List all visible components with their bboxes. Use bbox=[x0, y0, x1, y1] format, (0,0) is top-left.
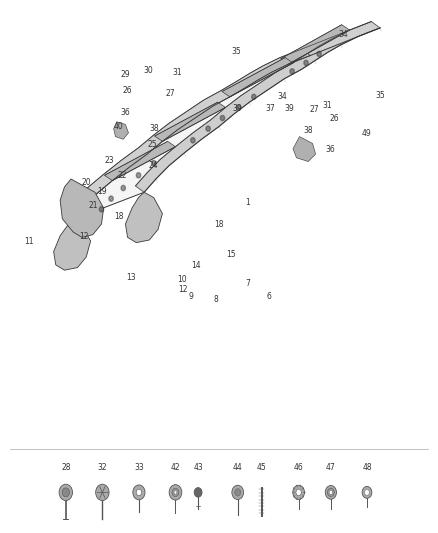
Text: 22: 22 bbox=[118, 171, 127, 180]
Text: 25: 25 bbox=[148, 140, 157, 149]
Text: 35: 35 bbox=[375, 91, 385, 100]
Circle shape bbox=[232, 485, 244, 499]
Text: 34: 34 bbox=[277, 92, 287, 101]
Text: 39: 39 bbox=[233, 104, 242, 113]
Text: 38: 38 bbox=[304, 126, 313, 135]
Circle shape bbox=[317, 51, 321, 56]
Text: 24: 24 bbox=[148, 161, 158, 170]
Polygon shape bbox=[53, 220, 91, 270]
Circle shape bbox=[290, 69, 294, 74]
Text: 49: 49 bbox=[361, 130, 371, 139]
Circle shape bbox=[329, 490, 332, 495]
Text: 18: 18 bbox=[114, 212, 124, 221]
Text: 33: 33 bbox=[134, 463, 144, 472]
Circle shape bbox=[99, 207, 104, 212]
Text: 37: 37 bbox=[265, 104, 275, 113]
Text: 13: 13 bbox=[126, 272, 136, 281]
Polygon shape bbox=[281, 25, 350, 64]
Text: 12: 12 bbox=[179, 285, 188, 294]
Polygon shape bbox=[155, 102, 226, 141]
Circle shape bbox=[62, 488, 70, 497]
Text: 42: 42 bbox=[171, 463, 180, 472]
Text: 27: 27 bbox=[309, 105, 319, 114]
Text: 36: 36 bbox=[325, 146, 336, 155]
Text: 9: 9 bbox=[189, 292, 194, 301]
Polygon shape bbox=[135, 21, 380, 192]
Text: 19: 19 bbox=[98, 187, 107, 196]
Circle shape bbox=[174, 490, 177, 494]
Circle shape bbox=[325, 486, 336, 499]
Circle shape bbox=[194, 488, 202, 497]
Text: 43: 43 bbox=[193, 463, 203, 472]
Text: 40: 40 bbox=[114, 122, 124, 131]
Text: 39: 39 bbox=[285, 104, 294, 113]
Polygon shape bbox=[60, 179, 104, 237]
Text: 27: 27 bbox=[165, 89, 175, 98]
Polygon shape bbox=[105, 141, 176, 181]
Text: 26: 26 bbox=[123, 86, 132, 95]
Circle shape bbox=[191, 138, 195, 143]
Polygon shape bbox=[293, 136, 316, 161]
Polygon shape bbox=[222, 58, 293, 97]
Text: 1: 1 bbox=[245, 198, 250, 207]
Circle shape bbox=[220, 115, 225, 120]
Circle shape bbox=[304, 60, 308, 66]
Polygon shape bbox=[125, 192, 162, 243]
Text: 28: 28 bbox=[61, 463, 71, 472]
Text: 14: 14 bbox=[191, 261, 201, 270]
Text: 6: 6 bbox=[266, 292, 271, 301]
Text: 15: 15 bbox=[226, 251, 236, 260]
Circle shape bbox=[109, 196, 113, 201]
Text: 11: 11 bbox=[24, 237, 34, 246]
Circle shape bbox=[136, 173, 141, 178]
Circle shape bbox=[172, 488, 179, 497]
Text: 44: 44 bbox=[233, 463, 243, 472]
Circle shape bbox=[237, 105, 241, 110]
Text: 30: 30 bbox=[144, 66, 153, 75]
Circle shape bbox=[121, 185, 125, 191]
Text: 32: 32 bbox=[98, 463, 107, 472]
Text: 31: 31 bbox=[322, 101, 332, 110]
Circle shape bbox=[152, 160, 156, 166]
Text: 10: 10 bbox=[177, 274, 187, 284]
Text: 48: 48 bbox=[362, 463, 372, 472]
Circle shape bbox=[296, 489, 301, 496]
Text: 38: 38 bbox=[150, 124, 159, 133]
Text: 20: 20 bbox=[82, 178, 92, 187]
Text: 31: 31 bbox=[173, 68, 183, 77]
Circle shape bbox=[59, 484, 73, 500]
Circle shape bbox=[169, 484, 182, 500]
Circle shape bbox=[364, 489, 369, 495]
Text: 47: 47 bbox=[326, 463, 336, 472]
Text: 21: 21 bbox=[89, 201, 99, 210]
Text: 8: 8 bbox=[213, 295, 218, 304]
Circle shape bbox=[133, 485, 145, 500]
Polygon shape bbox=[114, 122, 128, 139]
Circle shape bbox=[293, 485, 304, 499]
Text: 45: 45 bbox=[257, 463, 267, 472]
Text: 12: 12 bbox=[79, 232, 89, 241]
Circle shape bbox=[95, 484, 109, 500]
Text: 7: 7 bbox=[245, 279, 250, 288]
Polygon shape bbox=[72, 28, 380, 220]
Text: 36: 36 bbox=[120, 108, 130, 117]
Text: 26: 26 bbox=[329, 114, 339, 123]
Polygon shape bbox=[64, 49, 311, 220]
Circle shape bbox=[235, 489, 241, 496]
Text: 18: 18 bbox=[214, 220, 224, 229]
Circle shape bbox=[206, 126, 210, 131]
Circle shape bbox=[362, 487, 372, 498]
Text: 46: 46 bbox=[294, 463, 304, 472]
Text: 35: 35 bbox=[232, 47, 241, 56]
Text: 34: 34 bbox=[338, 30, 348, 39]
Text: 29: 29 bbox=[120, 70, 130, 79]
Circle shape bbox=[328, 488, 334, 497]
Circle shape bbox=[136, 489, 141, 496]
Circle shape bbox=[252, 94, 256, 100]
Text: 23: 23 bbox=[105, 156, 114, 165]
